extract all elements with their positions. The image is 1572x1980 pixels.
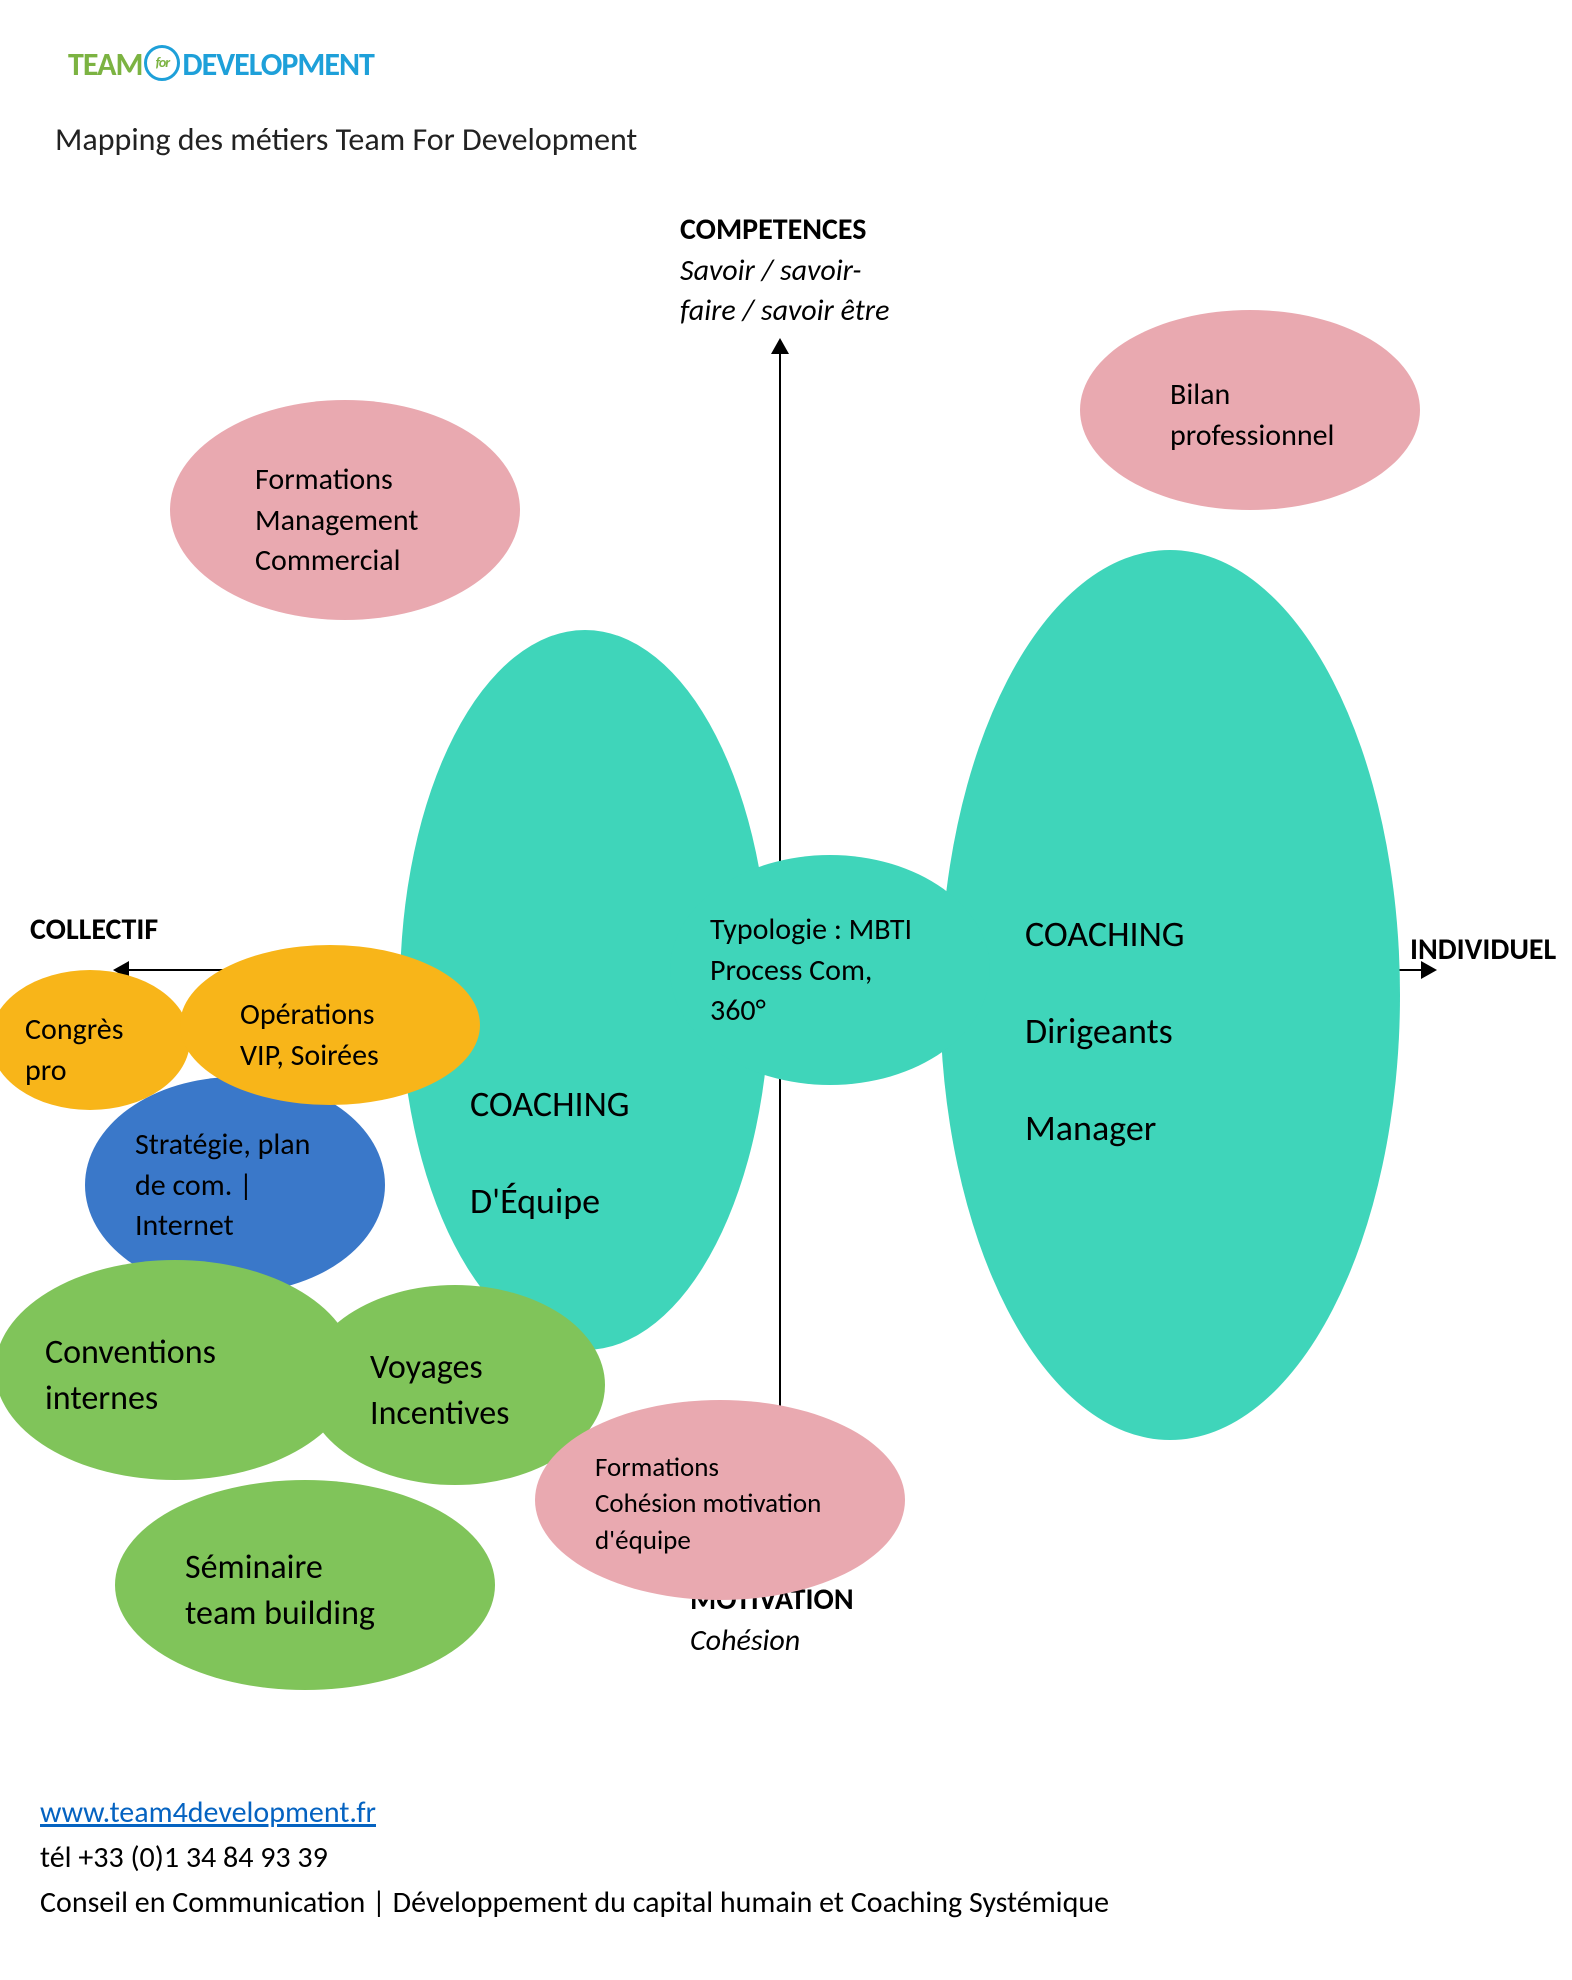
footer-url[interactable]: www.team4development.fr <box>40 1794 376 1831</box>
logo: TEAM for DEVELOPMENT <box>68 45 374 84</box>
mapping-diagram: COMPETENCESSavoir / savoir-faire / savoi… <box>0 210 1572 1770</box>
node-label-strategie: Stratégie, plan de com. | Internet <box>135 1125 310 1247</box>
page-title: Mapping des métiers Team For Development <box>55 120 637 159</box>
node-label-operations_vip: Opérations VIP, Soirées <box>240 995 379 1076</box>
node-label-coaching_equipe: COACHING D'Équipe <box>470 1080 630 1226</box>
axis-label-top: COMPETENCESSavoir / savoir-faire / savoi… <box>680 210 889 332</box>
logo-for-icon: for <box>144 45 180 81</box>
logo-development: DEVELOPMENT <box>182 45 373 84</box>
footer-tagline: Conseil en Communication | Développement… <box>40 1884 1109 1921</box>
node-label-voyages: Voyages Incentives <box>370 1345 509 1437</box>
node-label-seminaire: Séminaire team building <box>185 1545 375 1637</box>
node-label-conventions: Conventions internes <box>45 1330 216 1422</box>
node-label-formations_mgmt: Formations Management Commercial <box>255 460 418 582</box>
logo-team: TEAM <box>68 45 142 84</box>
footer: www.team4development.fr tél +33 (0)1 34 … <box>40 1790 1109 1925</box>
node-label-congres_pro: Congrès pro <box>25 1010 123 1091</box>
node-label-formations_coh: Formations Cohésion motivation d'équipe <box>595 1450 821 1559</box>
node-label-bilan_pro: Bilan professionnel <box>1170 375 1334 456</box>
axis-label-right: INDIVIDUEL <box>1410 930 1556 971</box>
axis-label-left: COLLECTIF <box>30 910 158 951</box>
footer-tel: tél +33 (0)1 34 84 93 39 <box>40 1839 328 1876</box>
node-label-typologie: Typologie : MBTI Process Com, 360° <box>710 910 912 1032</box>
arrowhead-up-icon <box>771 338 789 354</box>
node-label-coaching_dirig: COACHING Dirigeants Manager <box>1025 910 1185 1153</box>
